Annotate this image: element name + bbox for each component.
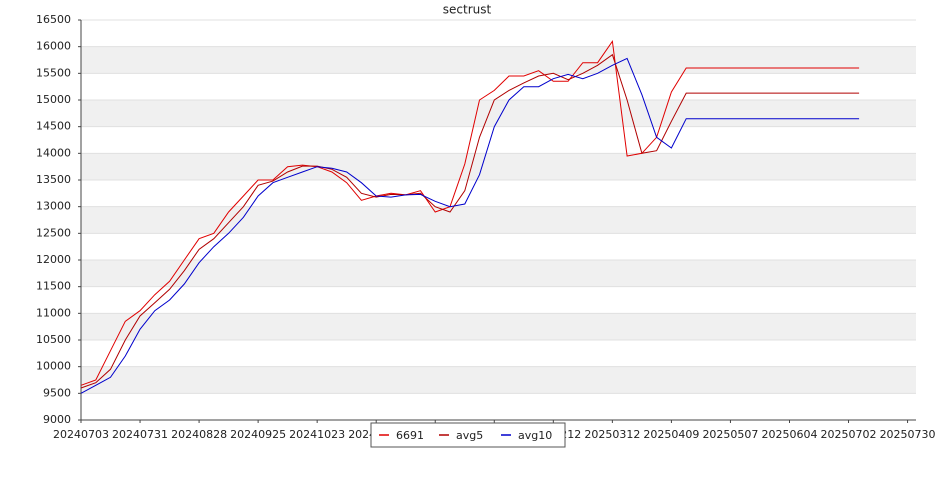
- y-tick-label: 11000: [36, 306, 71, 319]
- x-tick-label: 20240731: [112, 428, 168, 441]
- x-tick-label: 20241023: [289, 428, 345, 441]
- series-line: [80, 53, 860, 389]
- legend-label: avg5: [456, 429, 483, 442]
- x-tick-label: 20250312: [584, 428, 640, 441]
- chart-title: sectrust: [443, 3, 492, 17]
- series-line: [80, 57, 860, 394]
- grid-band: [81, 260, 916, 287]
- y-tick-label: 16000: [36, 40, 71, 53]
- grid-band: [81, 153, 916, 180]
- y-tick-label: 9500: [43, 386, 71, 399]
- legend-label: 6691: [396, 429, 424, 442]
- y-tick-label: 15500: [36, 66, 71, 79]
- x-tick-label: 20240703: [53, 428, 109, 441]
- y-tick-label: 16500: [36, 13, 71, 26]
- y-tick-label: 10500: [36, 333, 71, 346]
- grid-band: [81, 100, 916, 127]
- y-tick-label: 13000: [36, 200, 71, 213]
- y-tick-label: 12500: [36, 226, 71, 239]
- y-tick-label: 9000: [43, 413, 71, 426]
- legend-label: avg10: [518, 429, 552, 442]
- x-tick-label: 20250604: [761, 428, 817, 441]
- y-tick-label: 11500: [36, 280, 71, 293]
- grid-band: [81, 206, 916, 234]
- y-tick-label: 14500: [36, 120, 71, 133]
- y-tick-label: 13500: [36, 173, 71, 186]
- series-line: [80, 39, 860, 386]
- grid-band: [81, 46, 916, 74]
- x-tick-label: 20250507: [702, 428, 758, 441]
- x-tick-label: 20250730: [880, 428, 935, 441]
- x-tick-label: 20240925: [230, 428, 286, 441]
- y-tick-label: 12000: [36, 253, 71, 266]
- x-tick-label: 20250409: [643, 428, 699, 441]
- legend-box: [370, 422, 566, 448]
- grid-band: [81, 366, 916, 394]
- x-tick-label: 20240828: [171, 428, 227, 441]
- y-tick-label: 14000: [36, 146, 71, 159]
- y-tick-label: 15000: [36, 93, 71, 106]
- y-tick-label: 10000: [36, 360, 71, 373]
- grid-band: [81, 313, 916, 340]
- legend: 6691 avg5 avg10: [370, 422, 566, 448]
- x-tick-label: 20250702: [821, 428, 877, 441]
